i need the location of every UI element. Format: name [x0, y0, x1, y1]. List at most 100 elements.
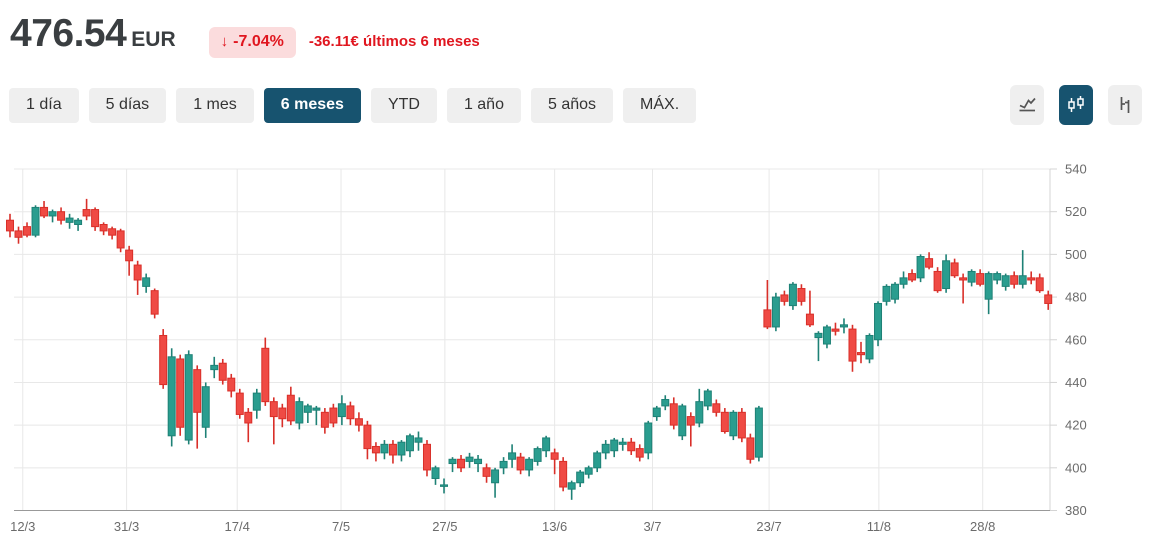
- candle[interactable]: [91, 207, 100, 231]
- candle[interactable]: [142, 273, 151, 293]
- candle[interactable]: [763, 279, 772, 330]
- candle[interactable]: [669, 397, 678, 430]
- candle[interactable]: [329, 403, 338, 428]
- candle[interactable]: [959, 273, 968, 304]
- candle[interactable]: [363, 420, 372, 460]
- candle[interactable]: [82, 198, 91, 221]
- candle[interactable]: [848, 324, 857, 372]
- candle[interactable]: [576, 469, 585, 488]
- range-button-5-a-os[interactable]: 5 años: [530, 87, 614, 123]
- candle[interactable]: [278, 403, 287, 428]
- candle[interactable]: [857, 341, 865, 364]
- candle[interactable]: [354, 412, 363, 432]
- range-button-6-meses[interactable]: 6 meses: [263, 87, 361, 123]
- candle[interactable]: [916, 254, 925, 283]
- candle[interactable]: [218, 358, 227, 385]
- candle[interactable]: [422, 440, 431, 477]
- candle[interactable]: [210, 356, 219, 379]
- candles-series[interactable]: [6, 198, 1053, 500]
- candle[interactable]: [516, 452, 525, 475]
- candle[interactable]: [661, 395, 670, 411]
- candle[interactable]: [703, 388, 712, 411]
- candle[interactable]: [167, 348, 176, 447]
- candle[interactable]: [474, 455, 483, 473]
- candle[interactable]: [559, 457, 568, 492]
- range-button-1-a-o[interactable]: 1 año: [446, 87, 521, 123]
- candle[interactable]: [133, 260, 142, 295]
- candle[interactable]: [108, 226, 117, 240]
- candle[interactable]: [882, 284, 891, 306]
- candle[interactable]: [1010, 271, 1019, 289]
- ohlc-chart-icon-button[interactable]: [1108, 85, 1142, 125]
- candle[interactable]: [312, 405, 321, 426]
- candle[interactable]: [627, 437, 636, 456]
- candle[interactable]: [491, 467, 500, 498]
- candle[interactable]: [337, 395, 346, 426]
- candle[interactable]: [533, 446, 542, 466]
- candle[interactable]: [48, 209, 57, 223]
- candle[interactable]: [40, 201, 49, 219]
- candle[interactable]: [457, 455, 466, 473]
- candle[interactable]: [567, 480, 576, 500]
- range-button-1-d-a[interactable]: 1 día: [9, 87, 79, 123]
- candle[interactable]: [754, 405, 763, 462]
- range-button-ytd[interactable]: YTD: [370, 87, 437, 123]
- candle[interactable]: [193, 365, 202, 449]
- candle[interactable]: [371, 442, 380, 462]
- candle[interactable]: [635, 444, 644, 462]
- candle[interactable]: [720, 408, 729, 434]
- candle[interactable]: [380, 440, 389, 460]
- candle[interactable]: [65, 213, 74, 229]
- candle[interactable]: [1035, 273, 1044, 293]
- candle[interactable]: [1018, 250, 1027, 289]
- candle[interactable]: [414, 431, 423, 451]
- candle[interactable]: [618, 437, 627, 451]
- candle[interactable]: [201, 382, 210, 438]
- candle[interactable]: [320, 408, 329, 434]
- candle[interactable]: [252, 388, 261, 419]
- candle[interactable]: [1001, 273, 1010, 291]
- candle[interactable]: [431, 465, 440, 485]
- candle[interactable]: [729, 410, 738, 441]
- candle[interactable]: [950, 258, 959, 278]
- candle[interactable]: [652, 405, 661, 421]
- candle[interactable]: [925, 252, 934, 270]
- candle[interactable]: [227, 373, 236, 398]
- candle[interactable]: [159, 329, 168, 389]
- candle[interactable]: [99, 222, 108, 236]
- range-button-5-d-as[interactable]: 5 días: [88, 87, 167, 123]
- candle[interactable]: [269, 397, 278, 445]
- candle[interactable]: [508, 444, 517, 468]
- candle[interactable]: [814, 331, 823, 362]
- candle[interactable]: [610, 437, 619, 458]
- candle[interactable]: [899, 271, 908, 289]
- candle[interactable]: [346, 401, 355, 426]
- candle[interactable]: [150, 288, 159, 319]
- candle[interactable]: [984, 271, 993, 315]
- candle[interactable]: [771, 292, 780, 332]
- candle[interactable]: [593, 450, 602, 473]
- candle[interactable]: [695, 388, 704, 428]
- candle[interactable]: [1044, 290, 1053, 310]
- candle[interactable]: [295, 397, 304, 430]
- candle[interactable]: [184, 350, 193, 445]
- candle[interactable]: [737, 408, 746, 443]
- candle[interactable]: [831, 322, 840, 336]
- candle[interactable]: [678, 403, 687, 441]
- candlestick-price-chart[interactable]: 380 400 420 440 460 480 500 520 540 12/3 31/3 17/4 7…: [0, 155, 1157, 548]
- candle[interactable]: [448, 457, 457, 473]
- candle[interactable]: [746, 433, 755, 464]
- candle[interactable]: [482, 463, 491, 483]
- candlestick-chart-icon-button[interactable]: [1059, 85, 1093, 125]
- candle[interactable]: [839, 318, 848, 334]
- candle[interactable]: [933, 267, 942, 293]
- candle[interactable]: [74, 218, 83, 231]
- candle[interactable]: [261, 337, 270, 406]
- candle[interactable]: [601, 440, 610, 460]
- candle[interactable]: [644, 420, 653, 460]
- candle[interactable]: [822, 324, 831, 349]
- candle[interactable]: [23, 222, 32, 238]
- candle[interactable]: [235, 388, 244, 419]
- candle[interactable]: [57, 207, 66, 225]
- candle[interactable]: [405, 433, 414, 458]
